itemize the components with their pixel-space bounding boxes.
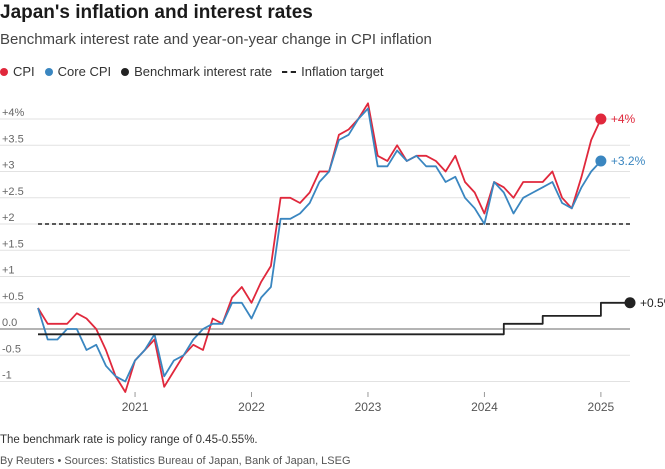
series-line-cpi — [37, 102, 602, 393]
endpoint-label-core-cpi: +3.2% — [611, 154, 646, 168]
legend-swatch-inflation-target — [282, 70, 297, 73]
y-tick-label: +3.5 — [2, 133, 24, 145]
endpoint-marker-cpi — [595, 113, 607, 125]
y-tick-label: 0.0 — [2, 317, 17, 329]
series-lines — [37, 102, 630, 393]
endpoint-label-benchmark-interest-rate: +0.5% — [640, 296, 665, 310]
y-tick-label: +2.5 — [2, 186, 24, 198]
legend-swatch-core-cpi — [44, 67, 53, 76]
y-tick-label: +1 — [2, 265, 15, 277]
legend-item-inflation-target: Inflation target — [282, 64, 384, 79]
y-tick-label: -0.5 — [2, 343, 21, 355]
y-tick-label: -1 — [2, 370, 12, 382]
y-tick-label: +1.5 — [2, 238, 24, 250]
x-tick-label: 2021 — [122, 400, 149, 414]
legend-item-benchmark-rate: Benchmark interest rate — [121, 64, 272, 79]
y-tick-label: +2 — [2, 212, 15, 224]
y-axis-ticks: +4% +3.5 +3 +2.5 +2 +1.5 +1 +0.5 0.0 -0.5 -1 — [2, 107, 25, 382]
y-tick-label: +3 — [2, 160, 15, 172]
series-line-core-cpi — [37, 107, 602, 383]
legend-item-core-cpi: Core CPI — [44, 64, 112, 79]
chart-note: The benchmark rate is policy range of 0.… — [0, 434, 258, 446]
legend-swatch-cpi — [0, 67, 8, 76]
grid-lines — [0, 118, 630, 382]
x-tick-label: 2022 — [238, 400, 265, 414]
endpoint-marker-benchmark-interest-rate — [624, 297, 636, 309]
legend-swatch-benchmark-rate — [121, 67, 130, 76]
x-tick-label: 2025 — [588, 400, 615, 414]
y-tick-label: +4% — [2, 107, 25, 119]
series-endpoints: +4% +3.2% +0.5% — [595, 112, 665, 310]
chart-legend: CPI Core CPI Benchmark interest rate Inf… — [0, 64, 394, 79]
legend-label-benchmark-rate: Benchmark interest rate — [134, 64, 273, 79]
x-tick-label: 2023 — [355, 400, 382, 414]
y-tick-label: +0.5 — [2, 291, 24, 303]
chart-source: By Reuters • Sources: Statistics Bureau … — [0, 455, 351, 467]
chart-subtitle: Benchmark interest rate and year-on-year… — [0, 31, 432, 48]
line-chart: +4%+3.5+3+2.5+2+1.5+1+0.50.0-0.5-1 2021 2… — [0, 102, 665, 414]
x-axis-ticks: 2021 2022 2023 2024 2025 — [122, 392, 615, 414]
legend-label-cpi: CPI — [13, 64, 35, 79]
endpoint-label-cpi: +4% — [611, 112, 636, 126]
legend-label-inflation-target: Inflation target — [301, 64, 384, 79]
legend-label-core-cpi: Core CPI — [57, 64, 112, 79]
series-line-benchmark-interest-rate — [38, 301, 630, 336]
chart-title: Japan's inflation and interest rates — [0, 2, 313, 23]
endpoint-marker-core-cpi — [595, 155, 607, 167]
legend-item-cpi: CPI — [0, 64, 35, 79]
x-tick-label: 2024 — [471, 400, 498, 414]
